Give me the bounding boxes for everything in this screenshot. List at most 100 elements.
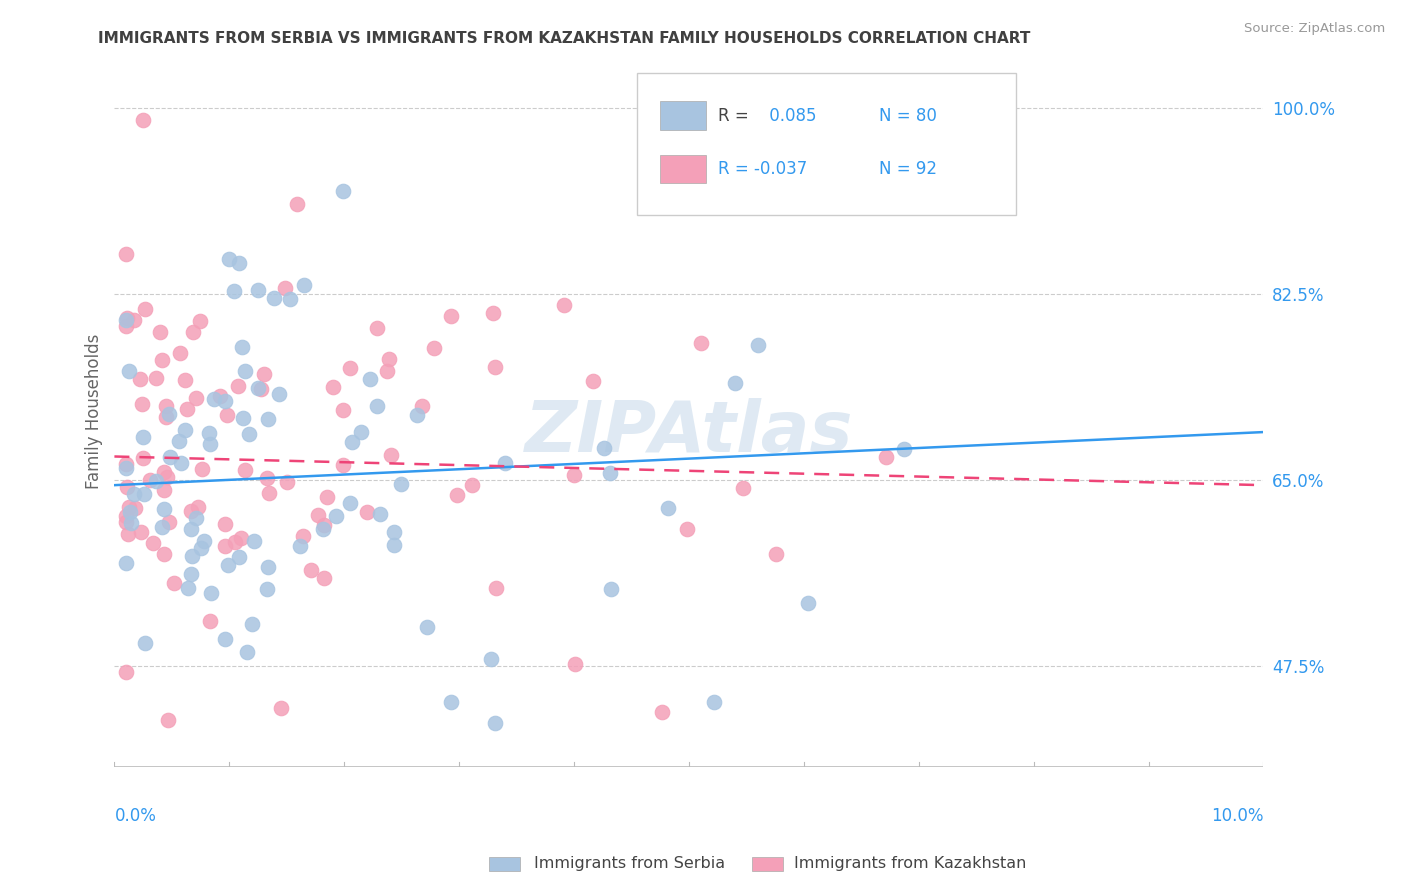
Text: 10.0%: 10.0%: [1211, 807, 1264, 825]
Point: [593, 442, 616, 456]
Point: [332, 403, 354, 417]
Point: [217, 558, 239, 572]
Point: [731, 482, 754, 496]
Point: [184, 392, 207, 406]
Point: [169, 346, 191, 360]
Point: [350, 425, 373, 440]
Point: [177, 581, 200, 595]
Y-axis label: Family Households: Family Households: [86, 333, 103, 489]
Point: [214, 393, 236, 408]
Text: R =: R =: [717, 107, 748, 125]
Point: [243, 534, 266, 549]
Point: [292, 529, 315, 543]
Point: [479, 651, 502, 665]
Point: [115, 515, 138, 529]
Text: Source: ZipAtlas.com: Source: ZipAtlas.com: [1244, 22, 1385, 36]
Point: [340, 435, 363, 450]
Bar: [661, 102, 706, 130]
Point: [173, 423, 195, 437]
Point: [256, 470, 278, 484]
Point: [382, 525, 405, 540]
Point: [134, 636, 156, 650]
Point: [157, 713, 180, 727]
Point: [485, 581, 508, 595]
Point: [690, 336, 713, 351]
Point: [117, 527, 139, 541]
Point: [115, 557, 138, 571]
Point: [218, 252, 240, 267]
Point: [228, 549, 250, 564]
Point: [384, 538, 406, 552]
Point: [553, 298, 575, 312]
Point: [115, 247, 138, 261]
Point: [180, 522, 202, 536]
Point: [118, 500, 141, 514]
Point: [115, 665, 138, 679]
Point: [312, 571, 335, 585]
Point: [651, 705, 673, 719]
Point: [115, 310, 138, 325]
Point: [322, 380, 344, 394]
Point: [416, 620, 439, 634]
Point: [267, 387, 290, 401]
Point: [222, 284, 245, 298]
Point: [209, 389, 232, 403]
Point: [339, 361, 361, 376]
Point: [153, 547, 176, 561]
Point: [145, 371, 167, 385]
Text: Immigrants from Kazakhstan: Immigrants from Kazakhstan: [794, 856, 1026, 871]
Point: [191, 461, 214, 475]
FancyBboxPatch shape: [637, 73, 1017, 215]
Point: [676, 522, 699, 536]
Point: [155, 399, 177, 413]
Point: [440, 309, 463, 323]
Point: [159, 450, 181, 464]
Point: [115, 461, 138, 475]
Bar: [489, 857, 520, 871]
Point: [288, 540, 311, 554]
Text: N = 80: N = 80: [879, 107, 936, 125]
Point: [375, 364, 398, 378]
Point: [423, 341, 446, 355]
Point: [120, 516, 142, 530]
Point: [150, 520, 173, 534]
Text: N = 92: N = 92: [879, 160, 936, 178]
Point: [582, 374, 605, 388]
Point: [153, 465, 176, 479]
Point: [285, 197, 308, 211]
Point: [366, 321, 388, 335]
Point: [332, 184, 354, 198]
Point: [278, 292, 301, 306]
Point: [180, 566, 202, 581]
Point: [153, 483, 176, 497]
Point: [247, 283, 270, 297]
Point: [307, 508, 329, 522]
Point: [124, 487, 146, 501]
Text: 0.0%: 0.0%: [114, 807, 156, 825]
Point: [132, 430, 155, 444]
Point: [145, 474, 167, 488]
Point: [332, 458, 354, 472]
Point: [188, 314, 211, 328]
Point: [187, 500, 209, 514]
Point: [446, 487, 468, 501]
Point: [231, 531, 253, 545]
Point: [484, 716, 506, 731]
Point: [366, 399, 388, 413]
Point: [276, 475, 298, 490]
Point: [228, 379, 250, 393]
Point: [765, 547, 787, 561]
Point: [157, 516, 180, 530]
Point: [198, 437, 221, 451]
Point: [796, 596, 818, 610]
Point: [240, 617, 263, 632]
Point: [599, 466, 621, 480]
Point: [562, 468, 585, 483]
Point: [461, 478, 484, 492]
Point: [316, 490, 339, 504]
Point: [132, 112, 155, 127]
Point: [256, 582, 278, 596]
Point: [131, 397, 153, 411]
Point: [214, 632, 236, 647]
Point: [235, 645, 257, 659]
